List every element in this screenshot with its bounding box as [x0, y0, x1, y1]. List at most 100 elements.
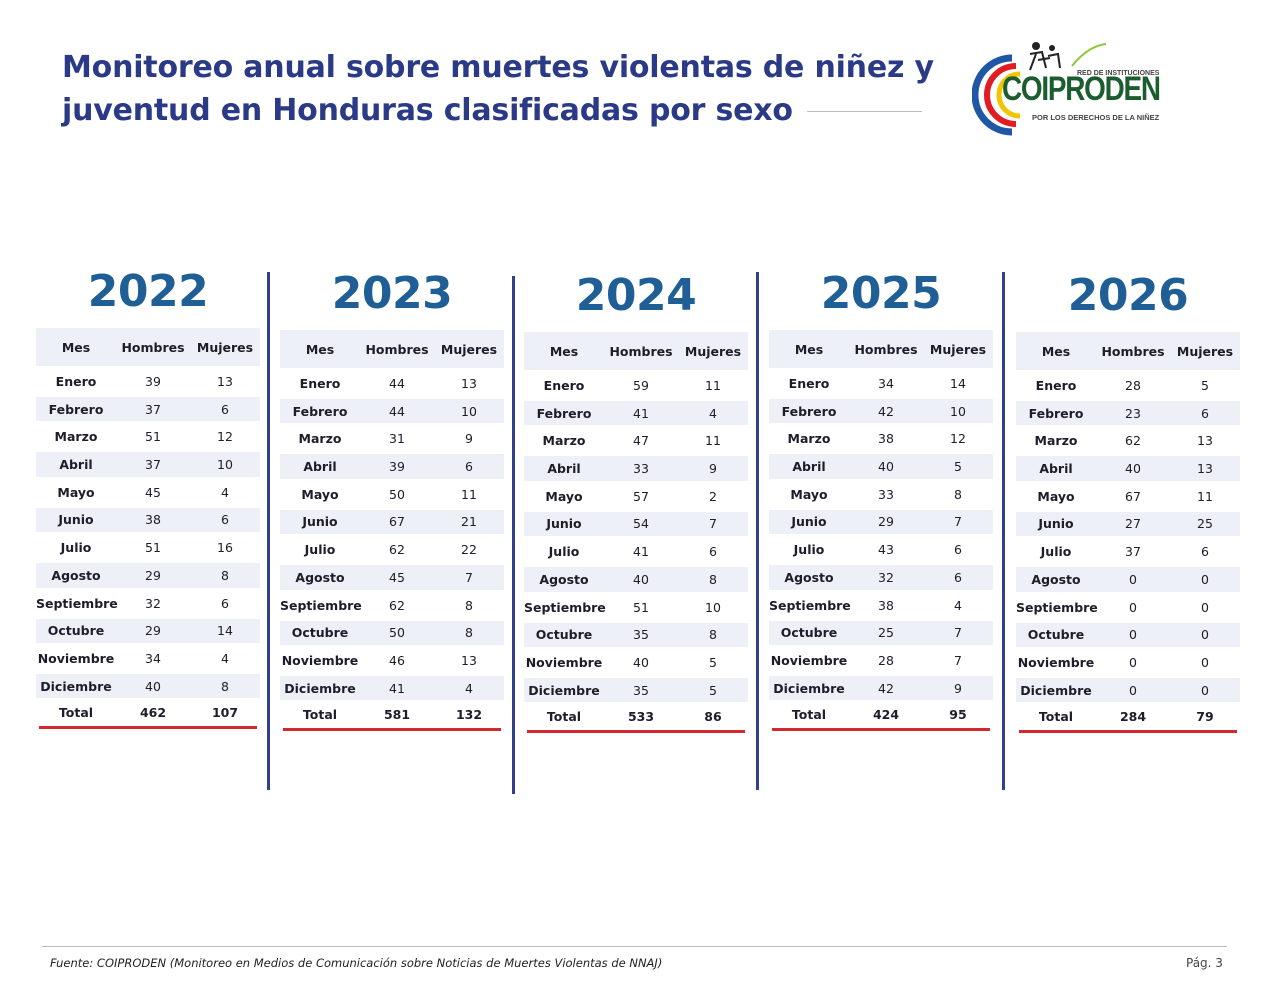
total-hombres: 581 — [383, 706, 411, 722]
hombres-cell: 47 — [633, 433, 649, 449]
total-row: Total 533 86 — [524, 702, 748, 730]
table-row: Enero 39 13 — [36, 369, 260, 393]
column-header-mujeres: Mujeres — [440, 341, 498, 357]
month-cell: Diciembre — [284, 680, 356, 696]
hombres-cell: 0 — [1129, 654, 1137, 670]
mujeres-cell: 11 — [705, 378, 721, 394]
table-row: Diciembre 42 9 — [769, 675, 993, 701]
total-mujeres: 79 — [1196, 708, 1214, 724]
mujeres-cell: 8 — [465, 625, 473, 641]
mujeres-cell: 6 — [954, 569, 962, 585]
mujeres-cell: 11 — [461, 486, 477, 502]
hombres-cell: 0 — [1129, 571, 1137, 587]
mujeres-cell: 4 — [709, 405, 717, 421]
hombres-cell: 31 — [389, 431, 405, 447]
mujeres-cell: 0 — [1201, 654, 1209, 670]
column-header-mujeres: Mujeres — [929, 341, 987, 357]
mujeres-cell: 0 — [1201, 682, 1209, 698]
hombres-cell: 40 — [1125, 461, 1141, 477]
year-heading: 2025 — [820, 268, 942, 319]
hombres-cell: 23 — [1125, 405, 1141, 421]
month-cell: Mayo — [790, 486, 828, 502]
table-row: Septiembre 51 10 — [524, 595, 748, 619]
table-row: Abril 33 9 — [524, 456, 748, 481]
mujeres-cell: 11 — [1197, 488, 1213, 504]
table-row: Octubre 29 14 — [36, 618, 260, 643]
column-header-hombres: Hombres — [365, 341, 429, 357]
mujeres-cell: 6 — [954, 542, 962, 558]
table-row: Agosto 32 6 — [769, 565, 993, 590]
year-heading: 2024 — [575, 270, 697, 321]
month-cell: Julio — [548, 544, 580, 560]
hombres-cell: 43 — [878, 542, 894, 558]
title-line-2: juventud en Honduras clasificadas por se… — [62, 89, 942, 132]
table-row: Julio 62 22 — [280, 538, 504, 562]
mujeres-cell: 8 — [221, 567, 229, 583]
hombres-cell: 37 — [145, 401, 161, 417]
total-underline — [772, 728, 990, 732]
month-cell: Enero — [788, 376, 830, 392]
mujeres-cell: 7 — [954, 514, 962, 530]
month-cell: Enero — [55, 374, 97, 390]
total-label: Total — [546, 708, 582, 724]
table-row: Octubre 35 8 — [524, 622, 748, 647]
hombres-cell: 57 — [633, 488, 649, 504]
table-row: Abril 39 6 — [280, 454, 504, 479]
month-cell: Agosto — [784, 569, 834, 585]
table-header: Mes Hombres Mujeres — [36, 328, 260, 366]
column-header-mes: Mes — [61, 339, 91, 355]
table-header: Mes Hombres Mujeres — [524, 332, 748, 370]
mujeres-cell: 16 — [217, 540, 233, 556]
table-row: Noviembre 34 4 — [36, 646, 260, 670]
hombres-cell: 37 — [1125, 544, 1141, 560]
month-cell: Julio — [60, 540, 92, 556]
month-cell: Agosto — [1031, 571, 1081, 587]
table-row: Noviembre 40 5 — [524, 650, 748, 674]
table-row: Mayo 57 2 — [524, 484, 748, 508]
hombres-cell: 51 — [145, 429, 161, 445]
column-header-hombres: Hombres — [121, 339, 185, 355]
column-divider — [1002, 272, 1005, 790]
title-rule — [806, 111, 922, 112]
table-header: Mes Hombres Mujeres — [769, 330, 993, 368]
hombres-cell: 40 — [633, 571, 649, 587]
mujeres-cell: 7 — [954, 652, 962, 668]
table-row: Enero 59 11 — [524, 373, 748, 397]
mujeres-cell: 8 — [709, 627, 717, 643]
month-cell: Septiembre — [769, 597, 851, 613]
table-row: Marzo 38 12 — [769, 427, 993, 451]
column-header-hombres: Hombres — [854, 341, 918, 357]
table-row: Octubre 0 0 — [1016, 622, 1240, 647]
mujeres-cell: 7 — [709, 516, 717, 532]
mujeres-cell: 9 — [709, 461, 717, 477]
table-row: Julio 43 6 — [769, 538, 993, 562]
month-cell: Octubre — [291, 625, 349, 641]
hombres-cell: 40 — [633, 654, 649, 670]
column-header-mes: Mes — [549, 343, 579, 359]
hombres-cell: 39 — [389, 459, 405, 475]
total-mujeres: 107 — [211, 704, 239, 720]
hombres-cell: 59 — [633, 378, 649, 394]
mujeres-cell: 10 — [217, 457, 233, 473]
logo-top-text: RED DE INSTITUCIONES — [1077, 70, 1160, 77]
mujeres-cell: 10 — [705, 599, 721, 615]
total-mujeres: 95 — [949, 706, 967, 722]
hombres-cell: 62 — [389, 542, 405, 558]
table-header: Mes Hombres Mujeres — [1016, 332, 1240, 370]
hombres-cell: 41 — [633, 405, 649, 421]
hombres-cell: 0 — [1129, 682, 1137, 698]
page-number: Pág. 3 — [1186, 956, 1223, 970]
total-hombres: 424 — [872, 706, 900, 722]
hombres-cell: 62 — [389, 597, 405, 613]
table-row: Febrero 42 10 — [769, 399, 993, 424]
table-row: Noviembre 46 13 — [280, 648, 504, 672]
mujeres-cell: 9 — [465, 431, 473, 447]
total-underline — [283, 728, 501, 732]
total-underline — [527, 730, 745, 734]
month-cell: Mayo — [1037, 488, 1075, 504]
table-row: Marzo 31 9 — [280, 427, 504, 451]
year-heading: 2022 — [87, 266, 209, 317]
hombres-cell: 45 — [389, 569, 405, 585]
hombres-cell: 29 — [145, 623, 161, 639]
mujeres-cell: 6 — [1201, 405, 1209, 421]
